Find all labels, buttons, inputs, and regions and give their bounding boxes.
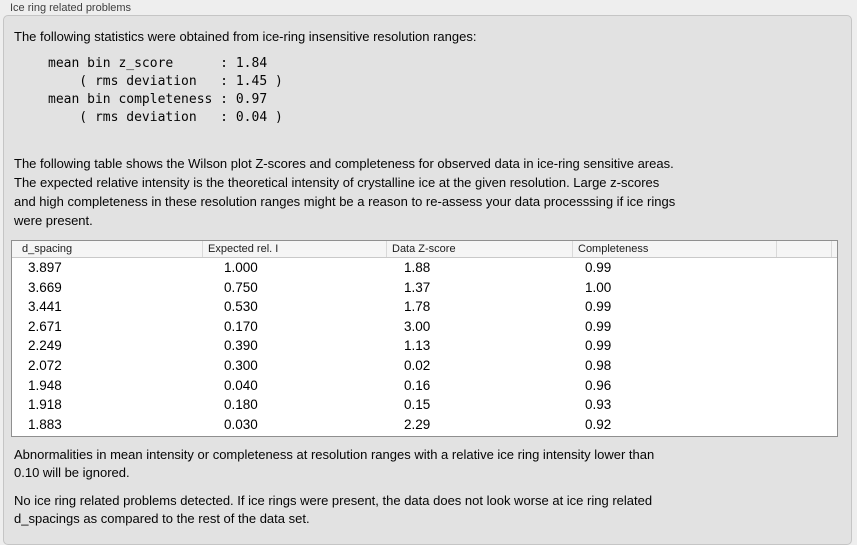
table-cell: 0.99 [585,260,612,275]
table-cell: 0.99 [585,318,612,334]
table-row[interactable]: 1.948 0.040 0.16 0.96 [12,375,837,396]
table-cell: 1.883 [28,416,62,432]
table-cell: 2.29 [404,416,431,432]
table-row[interactable]: 3.669 0.750 1.37 1.00 [12,277,837,298]
column-header-expected-rel-i[interactable]: Expected rel. I [203,241,387,257]
ice-ring-panel: The following statistics were obtained f… [3,15,852,545]
table-cell: 0.99 [585,338,612,354]
table-row[interactable]: 3.441 0.530 1.78 0.99 [12,297,837,317]
table-cell: 0.16 [404,377,431,393]
table-header-row: d_spacing Expected rel. I Data Z-score Comp… [12,241,837,258]
table-cell: 3.441 [28,299,62,315]
table-cell: 2.072 [28,357,62,373]
ice-ring-table[interactable]: d_spacing Expected rel. I Data Z-score Comp… [11,240,838,437]
table-cell: 0.93 [585,397,612,413]
table-cell: 0.99 [585,299,612,315]
table-cell: 1.37 [404,279,431,295]
table-cell: 0.96 [585,377,612,393]
table-row[interactable]: 2.072 0.300 0.02 0.98 [12,355,837,376]
table-cell: 1.13 [404,338,431,354]
table-cell: 0.040 [224,377,258,393]
table-cell: 0.92 [585,416,612,432]
table-cell: 1.88 [404,260,431,275]
column-header-d-spacing[interactable]: d_spacing [12,241,203,257]
intro-text: The following statistics were obtained f… [14,29,477,44]
group-box-title: Ice ring related problems [10,2,132,14]
table-cell: 0.030 [224,416,258,432]
column-header-filler [832,241,837,257]
table-row[interactable]: 3.897 1.000 1.88 0.99 [12,258,837,278]
table-cell: 0.15 [404,397,431,413]
table-body: 3.897 1.000 1.88 0.99 3.669 0.750 1.37 1.00 3.44… [12,258,837,435]
table-cell: 0.390 [224,338,258,354]
table-cell: 0.170 [224,318,258,334]
table-row[interactable]: 2.249 0.390 1.13 0.99 [12,336,837,356]
table-row[interactable]: 1.918 0.180 0.15 0.93 [12,395,837,415]
table-cell: 3.669 [28,279,62,295]
table-cell: 0.02 [404,357,431,373]
column-header-spacer[interactable] [777,241,832,257]
table-cell: 0.300 [224,357,258,373]
table-cell: 1.948 [28,377,62,393]
table-cell: 0.530 [224,299,258,315]
table-row[interactable]: 1.883 0.030 2.29 0.92 [12,414,837,435]
table-cell: 2.249 [28,338,62,354]
table-cell: 0.180 [224,397,258,413]
table-cell: 1.000 [224,260,258,275]
table-cell: 2.671 [28,318,62,334]
table-row[interactable]: 2.671 0.170 3.00 0.99 [12,316,837,337]
stats-block: mean bin z_score : 1.84 ( rms deviation … [48,56,283,125]
table-cell: 1.918 [28,397,62,413]
table-cell: 0.750 [224,279,258,295]
table-cell: 3.897 [28,260,62,275]
conclusion-text: No ice ring related problems detected. I… [14,493,653,526]
column-header-data-z-score[interactable]: Data Z-score [387,241,573,257]
table-cell: 0.98 [585,357,612,373]
table-cell: 3.00 [404,318,431,334]
ignore-note-text: Abnormalities in mean intensity or compl… [14,447,655,480]
table-cell: 1.78 [404,299,431,315]
table-description-text: The following table shows the Wilson plo… [14,156,676,228]
table-cell: 1.00 [585,279,612,295]
column-header-completeness[interactable]: Completeness [573,241,777,257]
